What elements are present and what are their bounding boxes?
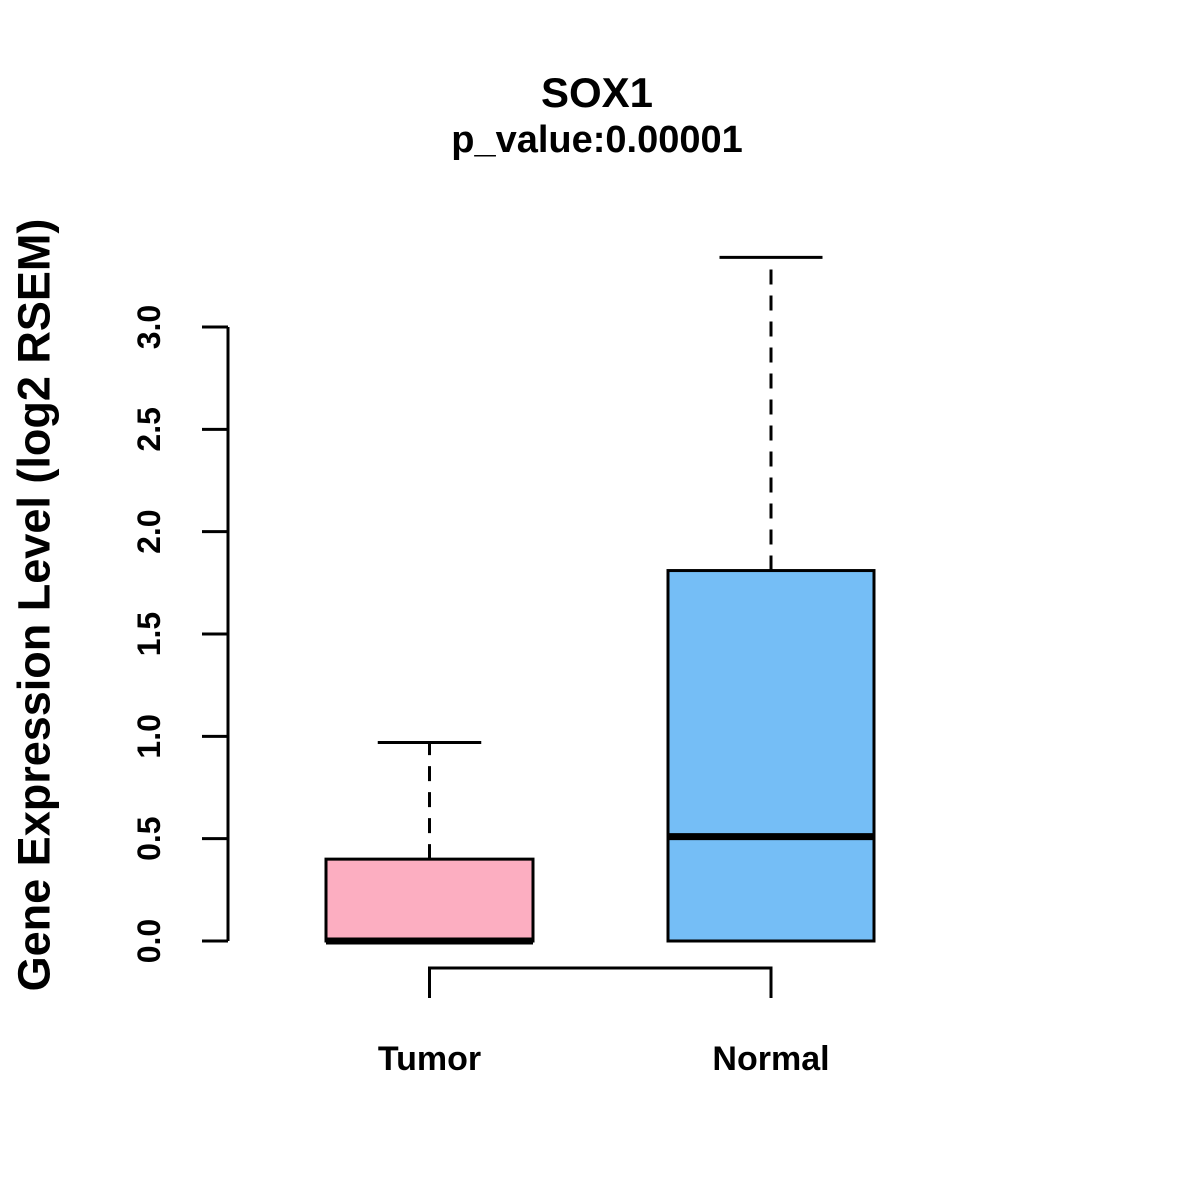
y-tick-label: 1.5 <box>131 612 167 656</box>
y-tick-label: 1.0 <box>131 714 167 758</box>
y-tick-label: 2.0 <box>131 509 167 553</box>
tumor-box <box>324 857 535 943</box>
y-tick-label: 2.5 <box>131 407 167 451</box>
category-label-tumor: Tumor <box>378 1040 481 1078</box>
normal-box <box>666 569 876 943</box>
chart-subtitle: p_value:0.00001 <box>451 119 743 161</box>
y-tick-label: 0.5 <box>131 816 167 860</box>
chart-title: SOX1 <box>540 69 654 116</box>
y-tick-label: 3.0 <box>131 305 167 349</box>
comparison-bracket <box>428 966 773 998</box>
category-label-normal: Normal <box>712 1040 829 1078</box>
y-tick-label: 0.0 <box>131 919 167 963</box>
